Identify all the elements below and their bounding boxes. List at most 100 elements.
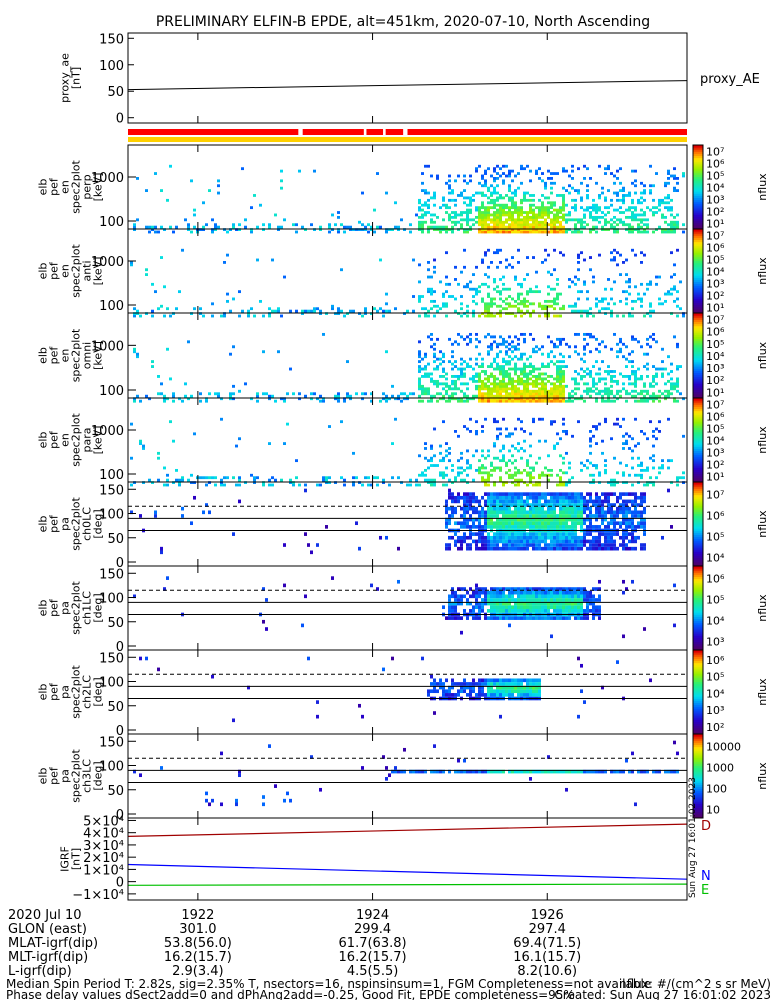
spectrogram-cell (304, 483, 307, 487)
spectrogram-cell (445, 228, 448, 231)
spectrogram-cell (601, 451, 604, 455)
pa-spectrogram-cell (532, 535, 535, 540)
pa-spectrogram-cell (541, 609, 544, 613)
pa-spectrogram-cell (538, 678, 541, 683)
spectrogram-cell (517, 225, 520, 229)
spectrogram-cell (589, 451, 592, 455)
spectrogram-cell (526, 461, 529, 465)
spectrogram-cell (232, 476, 235, 480)
pa-spectrogram-cell (499, 685, 502, 690)
pa-spectrogram-cell (481, 506, 484, 511)
pa-spectrogram-cell (559, 546, 562, 551)
spectrogram-cell (532, 468, 535, 472)
spectrogram-cell (625, 442, 628, 446)
pa-spectrogram-cell (502, 492, 505, 496)
spectrogram-cell (493, 375, 496, 378)
pa-spectrogram-cell (643, 627, 646, 631)
spectrogram-cell (178, 478, 181, 482)
pa-spectrogram-cell (553, 495, 556, 500)
spectrogram-cell (619, 211, 622, 214)
spectrogram-cell (463, 394, 466, 398)
spectrogram-cell (574, 387, 577, 391)
spectrogram-cell (517, 223, 520, 227)
pa-spectrogram-cell (529, 689, 532, 694)
spectrogram-cell (532, 347, 535, 351)
pa-spectrogram-cell (541, 492, 544, 496)
spectrogram-cell (550, 201, 553, 205)
spectrogram-cell (643, 389, 646, 393)
spectrogram-cell (505, 362, 508, 366)
pa-spectrogram-cell (544, 587, 547, 591)
spectrogram-cell (454, 309, 457, 313)
pa-spectrogram-cell (568, 506, 571, 511)
spectrogram-cell (472, 299, 475, 303)
spectrogram-cell (631, 198, 634, 202)
spectrogram-cell (364, 225, 367, 229)
pa-spectrogram-cell (574, 517, 577, 522)
spectrogram-cell (439, 459, 442, 463)
spectrogram-cell (460, 399, 463, 403)
spectrogram-cell (505, 394, 508, 398)
spectrogram-cell (625, 302, 628, 306)
spectrogram-cell (508, 335, 511, 339)
pa-spectrogram-cell (493, 532, 496, 536)
spectrogram-cell (577, 278, 580, 281)
colorbar-swatch (693, 513, 703, 517)
pa-spectrogram-cell (598, 594, 601, 599)
spectrogram-cell (619, 347, 622, 351)
pa-spectrogram-cell (559, 495, 562, 500)
spectrogram-cell (517, 213, 520, 217)
spectrogram-cell (505, 203, 508, 207)
colorbar-swatch (693, 391, 703, 395)
spectrogram-cell (646, 468, 649, 472)
spectrogram-cell (421, 384, 424, 388)
spectrogram-cell (553, 208, 556, 212)
pa-spectrogram-cell (553, 609, 556, 613)
spectrogram-cell (478, 290, 481, 294)
spectrogram-cell (547, 399, 550, 403)
spectrogram-cell (562, 379, 565, 383)
pa-spectrogram-cell (487, 689, 490, 694)
spectrogram-cell (550, 399, 553, 403)
spectrogram-cell (484, 314, 487, 318)
spectrogram-cell (424, 442, 427, 446)
pa-spectrogram-cell (595, 495, 598, 500)
spectrogram-cell (646, 223, 649, 227)
spectrogram-cell (676, 367, 679, 371)
spectrogram-cell (619, 206, 622, 210)
spectrogram-cell (499, 278, 502, 281)
pa-spectrogram-cell (445, 499, 448, 504)
pa-spectrogram-cell (508, 539, 511, 544)
spectrogram-cell (592, 389, 595, 393)
pa-spectrogram-cell (538, 521, 541, 526)
pa-spectrogram-cell (520, 685, 523, 690)
pa-spectrogram-cell (448, 514, 451, 518)
pa-spectrogram-cell (547, 535, 550, 540)
spectrogram-cell (478, 399, 481, 403)
colorbar-swatch (693, 515, 703, 519)
pa-spectrogram-cell (361, 766, 364, 770)
spectrogram-cell (643, 230, 646, 234)
spectrogram-cell (589, 228, 592, 231)
spectrogram-cell (529, 397, 532, 401)
pa-spectrogram-cell (595, 543, 598, 547)
spectrogram-cell (652, 206, 655, 210)
spectrogram-cell (487, 189, 490, 193)
pa-spectrogram-cell (583, 700, 586, 704)
spectrogram-cell (466, 397, 469, 401)
spectrogram-cell (604, 220, 607, 224)
spectrogram-cell (643, 191, 646, 195)
spectrogram-cell (415, 478, 418, 482)
pa-spectrogram-cell (442, 689, 445, 694)
spectrogram-cell (628, 230, 631, 234)
spectrogram-cell (229, 228, 232, 231)
spectrogram-cell (547, 270, 550, 274)
pa-spectrogram-cell (157, 667, 160, 672)
spectrogram-cell (520, 282, 523, 286)
pa-spectrogram-cell (502, 521, 505, 526)
pa-spectrogram-cells (133, 740, 679, 807)
spectrogram-cell (466, 228, 469, 231)
spectrogram-cell (277, 309, 280, 313)
spectrogram-cell (172, 399, 175, 403)
spectrogram-cell (538, 208, 541, 212)
